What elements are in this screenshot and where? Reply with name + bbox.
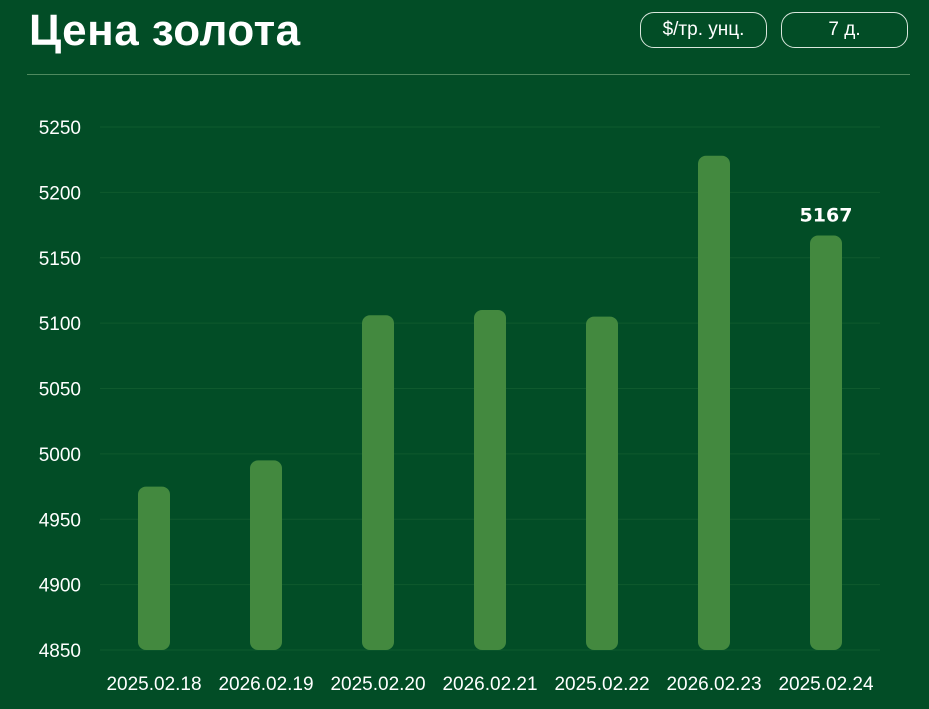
page-title: Цена золота bbox=[29, 6, 301, 55]
price-bar[interactable] bbox=[474, 310, 506, 650]
header-divider bbox=[27, 74, 910, 75]
y-tick-label: 4850 bbox=[39, 641, 81, 662]
y-tick-label: 4900 bbox=[39, 576, 81, 597]
period-selector-button[interactable]: 7 д. bbox=[781, 12, 908, 48]
price-bar[interactable] bbox=[698, 155, 730, 650]
y-tick-label: 5200 bbox=[39, 183, 81, 204]
price-bar[interactable] bbox=[586, 316, 618, 650]
x-tick-label: 2026.02.21 bbox=[442, 674, 537, 695]
y-tick-label: 5250 bbox=[39, 118, 81, 139]
x-tick-label: 2025.02.18 bbox=[106, 674, 201, 695]
x-tick-label: 2025.02.22 bbox=[554, 674, 649, 695]
y-tick-label: 4950 bbox=[39, 510, 81, 531]
bar-value-label: 5167 bbox=[800, 205, 853, 227]
y-tick-label: 5150 bbox=[39, 249, 81, 270]
x-tick-label: 2026.02.23 bbox=[666, 674, 761, 695]
x-tick-label: 2025.02.24 bbox=[778, 674, 874, 695]
price-bar[interactable] bbox=[362, 315, 394, 650]
x-tick-label: 2025.02.20 bbox=[330, 674, 425, 695]
y-tick-label: 5100 bbox=[39, 314, 81, 335]
y-tick-label: 5000 bbox=[39, 445, 81, 466]
unit-selector-button[interactable]: $/тр. унц. bbox=[640, 12, 767, 48]
x-tick-label: 2026.02.19 bbox=[218, 674, 313, 695]
y-tick-label: 5050 bbox=[39, 380, 81, 401]
price-bar[interactable] bbox=[250, 460, 282, 650]
price-bar[interactable] bbox=[810, 235, 842, 650]
price-bar[interactable] bbox=[138, 486, 170, 650]
